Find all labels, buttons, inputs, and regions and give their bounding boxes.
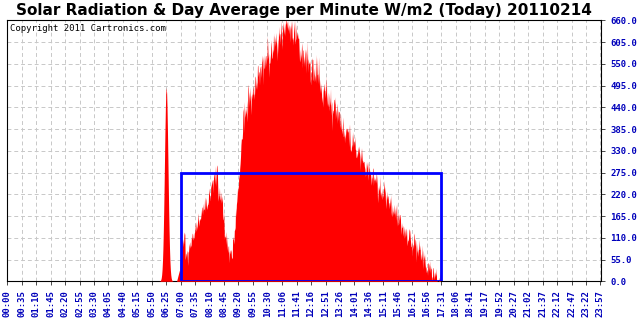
Bar bbox=[180, 172, 441, 281]
Text: Copyright 2011 Cartronics.com: Copyright 2011 Cartronics.com bbox=[10, 24, 166, 33]
Title: Solar Radiation & Day Average per Minute W/m2 (Today) 20110214: Solar Radiation & Day Average per Minute… bbox=[17, 3, 592, 18]
